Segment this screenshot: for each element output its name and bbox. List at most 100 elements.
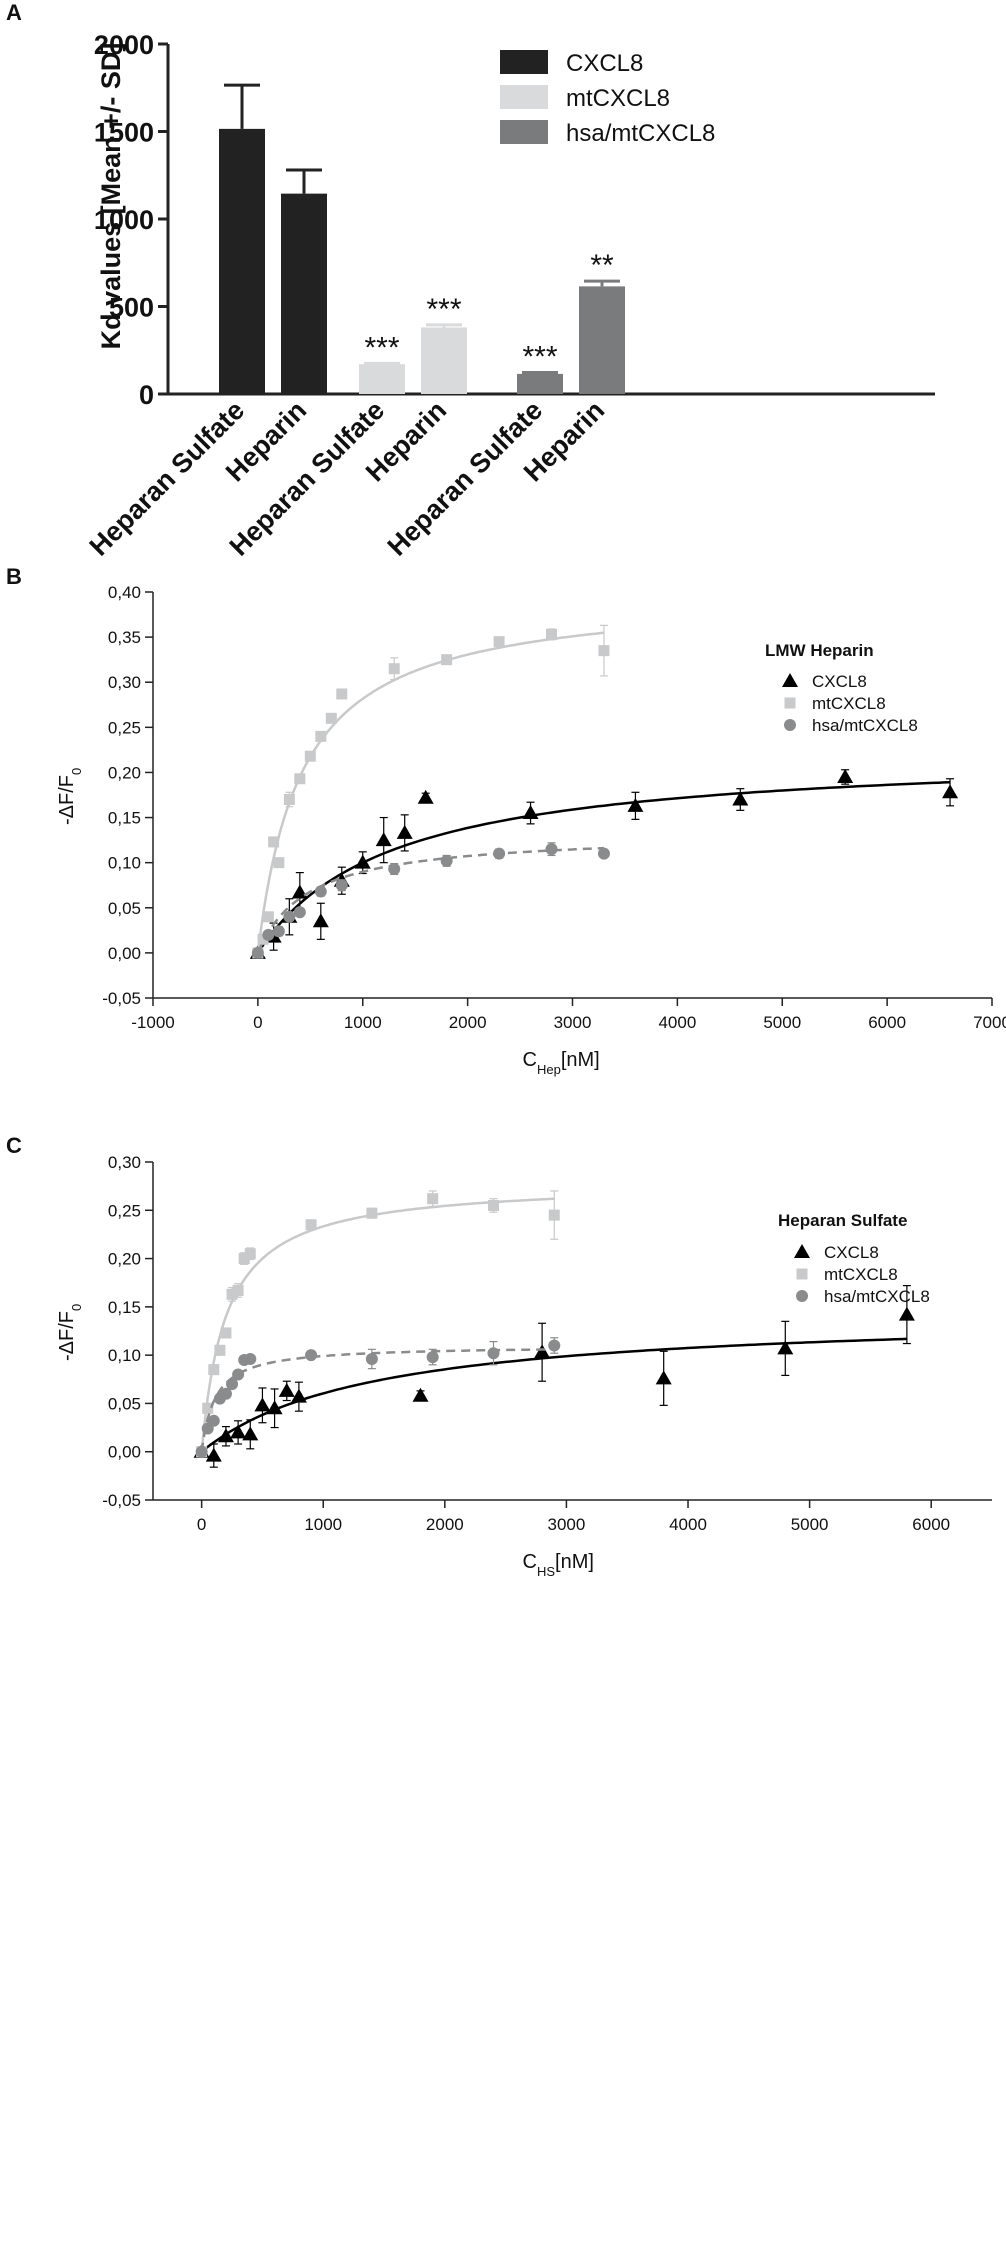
panel-c-fit-curve-0: [200, 1337, 907, 1453]
panel-b-legend-title: LMW Heparin: [765, 641, 874, 660]
panel-b-legend-marker: [784, 719, 796, 731]
panel-c-data-point: [244, 1248, 256, 1260]
panel-b-x-tick-label: 4000: [658, 1013, 696, 1032]
panel-b-y-axis-label-sub: 0: [69, 768, 84, 775]
panel-c-data-point: [217, 1428, 234, 1443]
panel-c-data-point: [219, 1387, 232, 1400]
panel-c-data-point: [366, 1207, 378, 1219]
panel-b-data-point: [545, 843, 558, 856]
panel-b-data-point: [837, 768, 854, 783]
panel-a-legend-label: CXCL8: [566, 50, 643, 77]
panel-b-y-tick-label: 0,10: [108, 854, 141, 873]
panel-c-data-point: [195, 1445, 208, 1458]
panel-c-x-axis-label-main: C: [523, 1551, 537, 1573]
panel-c-data-point: [548, 1209, 560, 1221]
panel-a-legend: CXCL8 mtCXCL8 hsa/mtCXCL8: [500, 50, 715, 147]
panel-c-legend-title: Heparan Sulfate: [778, 1211, 907, 1230]
panel-b-data-point: [315, 730, 327, 742]
panel-c-fit-curve-1: [200, 1197, 555, 1452]
panel-c-label: C: [6, 1133, 22, 1158]
panel-a-bar: [359, 364, 405, 394]
panel-b-legend-label: CXCL8: [812, 672, 867, 691]
panel-a-bar: [219, 128, 265, 394]
panel-b-x-tick-label: 1000: [344, 1013, 382, 1032]
panel-b-legend-label: mtCXCL8: [812, 694, 886, 713]
panel-c-data-point: [365, 1353, 378, 1366]
panel-c-y-axis-label-main: -ΔF/F: [56, 1311, 78, 1361]
panel-c-y-tick-label: 0,20: [108, 1250, 141, 1269]
panel-b-x-tick-label: 5000: [763, 1013, 801, 1032]
panel-c-data-point: [254, 1397, 271, 1412]
panel-a-bar-chart: A Kd values [Mean +/- SD] 0 500 1000 1500 20…: [6, 0, 935, 562]
panel-c-data-point: [202, 1402, 214, 1414]
panel-a-bar: [579, 286, 625, 394]
panel-c-x-tick-label: 1000: [304, 1515, 342, 1534]
panel-c-y-tick-label: 0,10: [108, 1346, 141, 1365]
panel-b-data-point: [325, 712, 337, 724]
panel-c-data-point: [232, 1368, 245, 1381]
panel-c-data-point: [242, 1426, 259, 1441]
panel-a-y-tick-label: 0: [139, 380, 154, 410]
panel-b-x-tick-label: -1000: [131, 1013, 174, 1032]
panel-b-scatter-chart: B -0,05 0,00 0,05 0,10 0,15 0,20 0,25 0,30 0,35 0…: [6, 564, 1006, 1077]
panel-b-y-tick-label: 0,30: [108, 673, 141, 692]
panel-c-data-point: [655, 1370, 672, 1385]
panel-c-y-tick-label: 0,25: [108, 1201, 141, 1220]
panel-c-y-tick-label: -0,05: [102, 1491, 141, 1510]
panel-b-data-point: [942, 784, 959, 799]
panel-b-x-tick-label: 7000: [973, 1013, 1006, 1032]
panel-b-data-point: [283, 794, 295, 806]
panel-a-legend-swatch: [500, 50, 548, 74]
panel-c-data-point: [412, 1387, 429, 1402]
panel-a-significance-label: ***: [364, 331, 399, 364]
panel-a-y-tick-label: 1000: [94, 205, 154, 235]
panel-c-scatter-chart: C -0,05 0,00 0,05 0,10 0,15 0,20 0,25 0,30 0 1000…: [6, 1133, 992, 1579]
panel-c-x-tick-label: 3000: [548, 1515, 586, 1534]
panel-b-data-point: [597, 847, 610, 860]
panel-c-x-tick-label: 6000: [912, 1515, 950, 1534]
panel-a-significance-label: **: [590, 249, 614, 282]
panel-c-legend-marker: [796, 1268, 808, 1280]
panel-b-data-point: [251, 946, 264, 959]
panel-b-data-point: [388, 862, 401, 875]
panel-b-y-tick-label: -0,05: [102, 989, 141, 1008]
panel-c-data-point: [232, 1284, 244, 1296]
panel-c-data-point: [278, 1382, 295, 1397]
panel-a-bar: [517, 373, 563, 394]
panel-b-data-point: [283, 910, 296, 923]
panel-b-x-tick-label: 2000: [449, 1013, 487, 1032]
panel-a-x-tick-label: Heparan Sulfate: [84, 395, 251, 562]
panel-a-y-tick-label: 1500: [94, 118, 154, 148]
panel-b-data-point: [268, 836, 280, 848]
panel-c-data-point: [426, 1351, 439, 1364]
panel-c-legend-marker: [794, 1244, 810, 1258]
panel-b-data-point: [546, 628, 558, 640]
panel-c-legend-label: mtCXCL8: [824, 1265, 898, 1284]
panel-b-data-point: [627, 797, 644, 812]
panel-c-data-point: [226, 1288, 238, 1300]
panel-b-data-point: [262, 928, 275, 941]
panel-b-data-point: [294, 773, 306, 785]
panel-a-label: A: [6, 0, 22, 25]
panel-c-data-point: [305, 1219, 317, 1231]
panel-c-plot-area: -0,05 0,00 0,05 0,10 0,15 0,20 0,25 0,30 0 1000 20…: [102, 1153, 992, 1534]
panel-b-data-point: [522, 805, 539, 820]
panel-c-x-tick-label: 4000: [669, 1515, 707, 1534]
panel-c-data-point: [305, 1349, 318, 1362]
panel-b-x-axis-label-main: C: [523, 1049, 537, 1071]
panel-b-data-point: [441, 654, 453, 666]
panel-c-x-axis-label-sub: HS: [537, 1564, 555, 1579]
panel-b-data-point: [262, 911, 274, 923]
panel-c-y-axis-label-sub: 0: [69, 1304, 84, 1311]
panel-b-data-point: [304, 750, 316, 762]
panel-a-significance-label: ***: [522, 340, 557, 373]
panel-a-y-tick-label: 500: [109, 293, 154, 323]
panel-b-data-point: [272, 925, 285, 938]
panel-b-data-point: [417, 789, 434, 804]
panel-c-data-point: [214, 1344, 226, 1356]
panel-b-y-tick-label: 0,00: [108, 944, 141, 963]
panel-b-x-axis-label: CHep[nM]: [523, 1049, 600, 1077]
panel-b-data-point: [273, 857, 285, 869]
